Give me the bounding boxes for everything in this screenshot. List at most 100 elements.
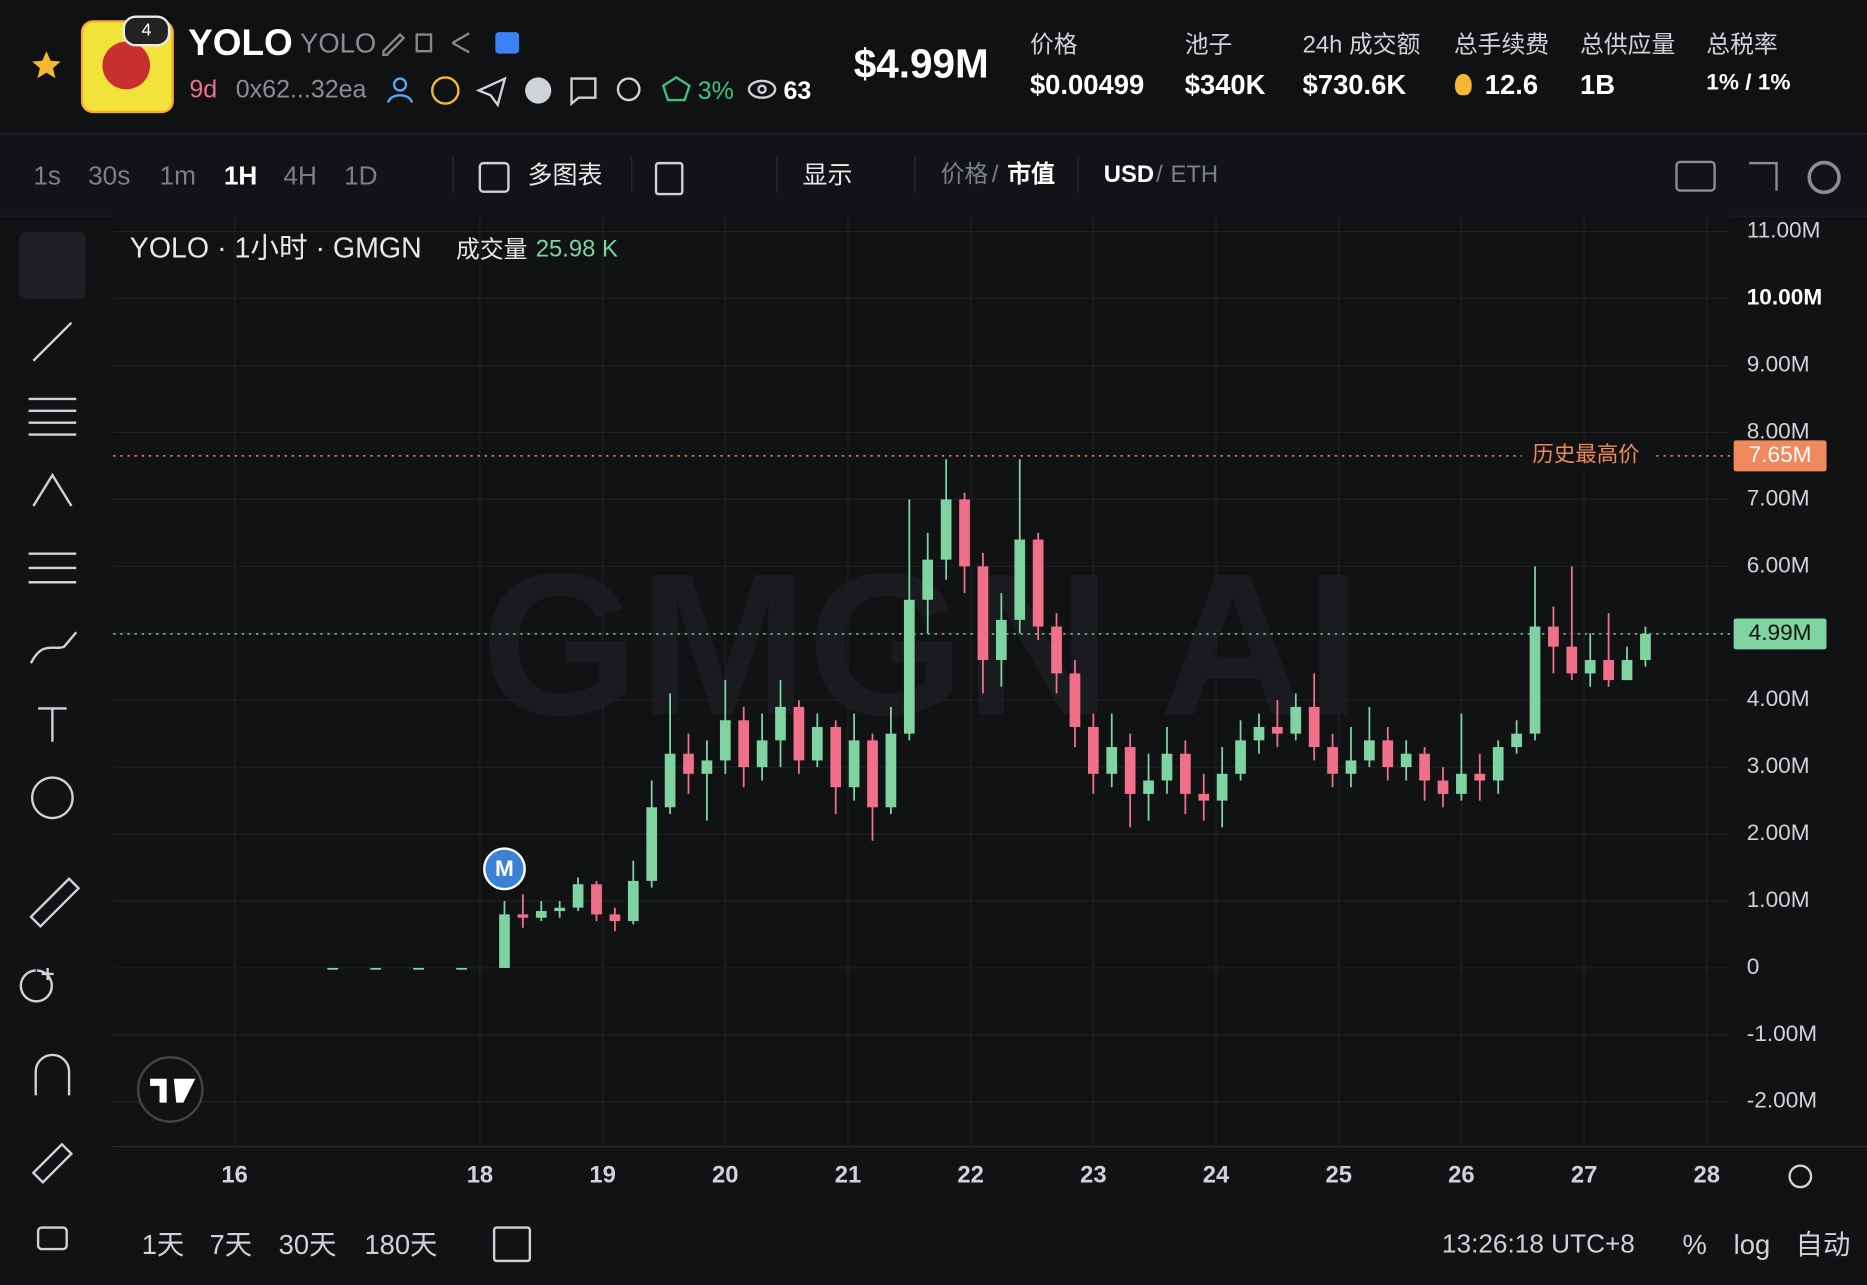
- percent-toggle[interactable]: %: [1682, 1228, 1707, 1260]
- header-icons[interactable]: [379, 27, 522, 58]
- y-tick-label: 4.00M: [1747, 686, 1810, 711]
- candle-body: [1345, 760, 1357, 774]
- y-tick-label: 8.00M: [1747, 418, 1810, 443]
- candle-body: [1566, 646, 1578, 674]
- fee-icon: [1455, 73, 1472, 96]
- stat-value: 1B: [1580, 69, 1616, 101]
- y-tick-label: 7.00M: [1747, 485, 1810, 510]
- candle-body: [738, 720, 750, 768]
- currency-left[interactable]: USD: [1103, 161, 1155, 189]
- ath-label: 历史最高价: [1532, 443, 1639, 467]
- candle-body: [1235, 740, 1246, 774]
- candle-body: [456, 967, 467, 970]
- range-button[interactable]: 30天: [278, 1228, 337, 1260]
- log-toggle[interactable]: log: [1733, 1228, 1771, 1260]
- toolbar-icons[interactable]: [654, 161, 684, 196]
- candle-body: [1124, 747, 1136, 794]
- interval-button[interactable]: 1D: [344, 160, 378, 191]
- stat-label: 价格: [1029, 32, 1078, 59]
- candle-body: [1253, 726, 1265, 741]
- volume-label: 成交量: [456, 237, 527, 264]
- candle-body: [775, 706, 786, 741]
- currency-right[interactable]: ETH: [1170, 161, 1219, 189]
- candle-body: [1051, 626, 1062, 674]
- top10-percent: 3%: [697, 77, 734, 105]
- interval-button[interactable]: 4H: [283, 160, 317, 191]
- market-cap: $4.99M: [853, 41, 989, 87]
- social-icons[interactable]: [383, 74, 651, 108]
- candle-body: [885, 733, 897, 808]
- x-tick-label: 25: [1325, 1162, 1351, 1189]
- camera-icon[interactable]: [1675, 160, 1716, 192]
- interval-button[interactable]: 1s: [33, 160, 62, 191]
- candle-body: [793, 706, 805, 761]
- ath-line-tag: [1733, 440, 1827, 472]
- stat-label: 池子: [1184, 32, 1233, 59]
- stat-value: 1% / 1%: [1706, 70, 1791, 96]
- price-chart[interactable]: GMGN AI 16 18 19 20 21 22 23 24 25 26 27 28 -2.00M -1.…: [0, 214, 1867, 1214]
- mode-left[interactable]: 价格: [940, 161, 989, 189]
- stat-value: $340K: [1184, 69, 1266, 101]
- candle-body: [830, 726, 842, 788]
- candle-body: [867, 740, 878, 808]
- x-tick-label: 23: [1080, 1162, 1106, 1189]
- x-tick-label: 21: [835, 1162, 861, 1189]
- range-button[interactable]: 7天: [209, 1228, 253, 1260]
- stat-label: 总供应量: [1580, 32, 1676, 59]
- calendar-icon[interactable]: [492, 1226, 532, 1263]
- stat-label: 总手续费: [1453, 32, 1550, 59]
- y-tick-label: 10.00M: [1747, 285, 1822, 310]
- candle-body: [995, 619, 1007, 661]
- interval-button[interactable]: 30s: [88, 160, 131, 191]
- settings-icon[interactable]: [1807, 160, 1841, 195]
- token-age: 9d: [189, 76, 218, 104]
- candle-body: [1419, 753, 1430, 781]
- fullscreen-icon[interactable]: [1749, 161, 1778, 191]
- candle-body: [327, 967, 339, 970]
- candle-body: [1106, 747, 1118, 774]
- token-header: 4 YOLO YOLO 9d 0x62...32ea 3% 63 $4.99M: [0, 0, 1867, 135]
- candle-body: [1603, 660, 1614, 681]
- volume-value: 25.98 K: [536, 235, 618, 262]
- top10-icon: [661, 75, 691, 102]
- candle-body: [1087, 726, 1099, 774]
- favorite-star[interactable]: [31, 50, 62, 81]
- auto-toggle[interactable]: 自动: [1795, 1228, 1851, 1260]
- interval-button[interactable]: 1m: [159, 160, 196, 191]
- y-tick-label: 1.00M: [1747, 887, 1810, 912]
- candle-body: [1161, 753, 1173, 781]
- candle-body: [1511, 733, 1522, 748]
- separator: [914, 157, 916, 193]
- y-tick-label: -2.00M: [1747, 1088, 1817, 1113]
- tv-logo: [136, 1056, 204, 1123]
- display-menu[interactable]: 显示: [802, 161, 853, 190]
- mode-right[interactable]: 市值: [1007, 161, 1055, 189]
- ath-line-tag-label: 7.65M: [1749, 442, 1812, 467]
- x-tick-label: 19: [589, 1162, 615, 1189]
- y-tick-label: 2.00M: [1747, 820, 1810, 845]
- candle-body: [1584, 660, 1596, 674]
- candle-body: [1437, 780, 1449, 794]
- y-tick-label: 6.00M: [1747, 552, 1810, 577]
- candle-body: [1327, 747, 1338, 774]
- interval-button[interactable]: 1H: [223, 160, 258, 191]
- candle-body: [1290, 706, 1302, 734]
- checkbox[interactable]: [478, 161, 510, 193]
- y-tick-label: 11.00M: [1747, 218, 1821, 243]
- candle-body: [1456, 773, 1467, 794]
- x-tick-label: 20: [712, 1162, 738, 1189]
- candle-body: [1529, 626, 1541, 734]
- candle-body: [1014, 539, 1026, 620]
- x-tick-label: 27: [1571, 1162, 1597, 1189]
- range-button[interactable]: 180天: [364, 1228, 438, 1260]
- candle-body: [499, 914, 510, 968]
- candle-body: [959, 499, 970, 567]
- multi-chart[interactable]: 多图表: [527, 161, 603, 190]
- y-tick-label: 9.00M: [1747, 351, 1810, 376]
- candle-body: [627, 880, 639, 922]
- x-tick-label: 24: [1203, 1162, 1230, 1189]
- candle-body: [1621, 660, 1633, 681]
- token-address[interactable]: 0x62...32ea: [235, 76, 367, 104]
- range-button[interactable]: 1天: [141, 1228, 185, 1260]
